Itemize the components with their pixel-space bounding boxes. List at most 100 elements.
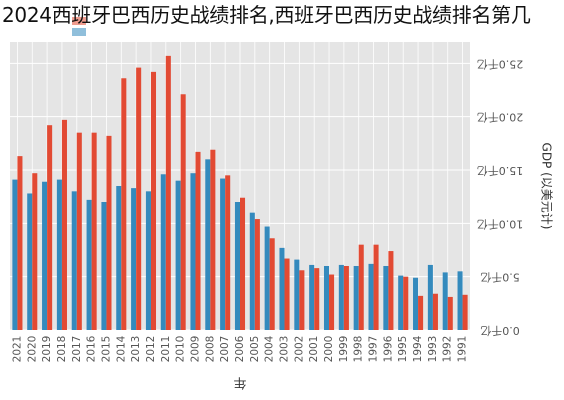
bar-series1 <box>76 132 82 330</box>
x-tick-label: 1993 <box>427 336 439 363</box>
bar-series2 <box>175 180 181 330</box>
x-tick-label: 2013 <box>130 336 142 363</box>
x-tick-label: 2009 <box>189 336 201 363</box>
x-tick-label: 2011 <box>160 336 172 363</box>
bar-series2 <box>27 193 33 330</box>
bar-series1 <box>195 151 201 330</box>
bar-series1 <box>47 125 53 330</box>
bar-series1 <box>373 244 379 330</box>
bar-series1 <box>91 132 97 330</box>
x-tick-label: 2007 <box>219 336 231 363</box>
bar-series2 <box>56 179 62 330</box>
y-tick-label: 20.0千亿 <box>477 111 524 124</box>
bar-series1 <box>388 251 394 330</box>
bar-series1 <box>165 55 171 330</box>
x-tick-label: 2004 <box>264 335 276 362</box>
x-tick-label: 2003 <box>279 336 291 363</box>
legend <box>72 17 86 36</box>
bar-series1 <box>150 71 157 330</box>
x-tick-label: 2016 <box>86 335 98 362</box>
bar-series2 <box>101 202 107 330</box>
bar-series1 <box>403 276 409 330</box>
bar-series2 <box>145 191 151 330</box>
x-tick-label: 2014 <box>115 335 127 362</box>
bar-series1 <box>358 244 364 330</box>
legend-swatch-series1 <box>72 17 86 25</box>
bar-series1 <box>121 78 127 331</box>
bar-series1 <box>284 258 290 330</box>
y-tick-label: 25.0千亿 <box>477 57 524 70</box>
bar-series1 <box>240 197 246 330</box>
bar-series1 <box>343 266 349 330</box>
y-tick-label: 10.0千亿 <box>477 217 524 230</box>
y-axis-label: GDP (以美元计) <box>540 143 554 230</box>
y-tick-label: 0.0千亿 <box>480 324 520 337</box>
bar-series2 <box>294 259 300 330</box>
y-tick-label: 15.0千亿 <box>477 164 524 177</box>
x-tick-label: 1998 <box>353 336 365 363</box>
x-tick-label: 1991 <box>457 336 469 363</box>
bar-series2 <box>368 263 374 330</box>
bar-series1 <box>418 295 424 330</box>
bar-series1 <box>225 175 231 330</box>
bar-series2 <box>234 202 240 330</box>
bar-series1 <box>32 173 38 330</box>
bar-series2 <box>309 264 315 330</box>
y-tick-label: 5.0千亿 <box>480 271 520 284</box>
x-tick-label: 2015 <box>100 336 112 363</box>
x-axis-label: 年 <box>233 375 246 390</box>
bar-series2 <box>42 181 48 330</box>
bars <box>12 55 468 331</box>
bar-series1 <box>269 238 275 330</box>
x-tick-label: 2018 <box>56 336 68 363</box>
bar-series2 <box>249 212 255 330</box>
legend-swatch-series2 <box>72 28 86 36</box>
bar-series1 <box>314 268 320 330</box>
page-title: 2024西班牙巴西历史战绩排名,西班牙巴西历史战绩排名第几 <box>2 3 531 27</box>
x-tick-label: 2021 <box>11 336 23 363</box>
bar-series2 <box>323 266 330 330</box>
bar-series1 <box>254 219 260 330</box>
x-tick-label: 1996 <box>382 335 394 362</box>
x-tick-label: 2019 <box>41 336 53 363</box>
bar-series2 <box>12 179 18 330</box>
x-tick-label: 2017 <box>71 336 83 363</box>
bar-series2 <box>353 266 359 330</box>
x-tick-label: 2008 <box>204 336 216 363</box>
x-tick-label: 2005 <box>249 336 261 363</box>
bar-series1 <box>299 270 305 330</box>
bar-series1 <box>106 135 112 330</box>
bar-series2 <box>220 178 226 330</box>
bar-series2 <box>338 264 344 330</box>
x-tick-label: 2000 <box>323 336 335 363</box>
x-tick-label: 2020 <box>26 336 38 363</box>
y-axis-ticks: 0.0千亿 5.0千亿 10.0千亿 15.0千亿 20.0千亿 25.0千亿 <box>477 57 524 337</box>
x-tick-label: 1997 <box>368 336 380 363</box>
x-tick-label: 2001 <box>308 336 320 363</box>
bar-series1 <box>432 293 438 330</box>
bar-series1 <box>447 296 453 330</box>
bar-series2 <box>190 173 196 330</box>
bar-series1 <box>61 119 67 330</box>
bar-series2 <box>116 186 122 330</box>
bar-series2 <box>205 159 211 330</box>
bar-series1 <box>180 94 186 331</box>
x-tick-label: 2002 <box>293 336 305 363</box>
x-tick-label: 1994 <box>412 335 424 362</box>
bar-series2 <box>442 272 448 330</box>
bar-series2 <box>457 271 463 330</box>
bar-series1 <box>462 294 468 330</box>
x-tick-label: 1999 <box>338 336 350 363</box>
bar-series1 <box>210 149 216 330</box>
bar-series1 <box>17 156 23 330</box>
x-tick-label: 2006 <box>234 335 246 362</box>
bar-series2 <box>413 277 419 330</box>
bar-series2 <box>131 188 137 330</box>
bar-series2 <box>427 264 433 330</box>
bar-series1 <box>136 67 142 330</box>
bar-series1 <box>329 274 335 330</box>
bar-series2 <box>160 174 166 330</box>
bar-series2 <box>71 191 77 330</box>
bar-series2 <box>86 199 92 330</box>
